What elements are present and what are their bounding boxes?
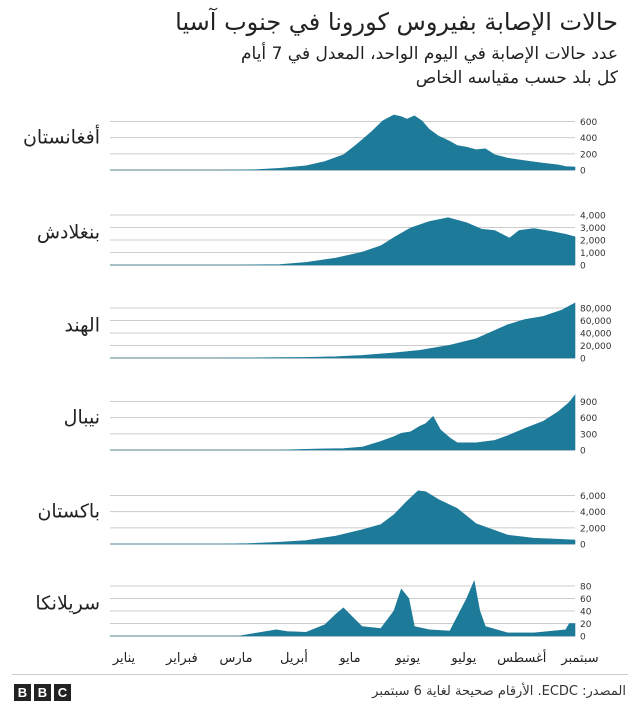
footer-divider xyxy=(12,674,628,675)
x-tick-label: يونيو xyxy=(395,651,421,666)
y-tick-label: 6,000 xyxy=(580,492,606,502)
country-label: سريلانكا xyxy=(35,593,100,615)
x-tick-label: يناير xyxy=(112,651,136,666)
chart-subtitle-line2: كل بلد حسب مقياسه الخاص xyxy=(415,68,618,88)
country-label: بنغلادش xyxy=(37,222,100,244)
y-tick-label: 0 xyxy=(580,262,586,272)
y-tick-label: 400 xyxy=(580,134,597,144)
country-label: الهند xyxy=(64,315,100,337)
y-tick-label: 80,000 xyxy=(580,305,612,315)
chart-titles: حالات الإصابة بفيروس كورونا في جنوب آسيا… xyxy=(18,0,618,90)
area-series-1 xyxy=(110,114,576,171)
y-tick-label: 20,000 xyxy=(580,342,612,352)
y-tick-label: 300 xyxy=(580,430,597,440)
chart-title: حالات الإصابة بفيروس كورونا في جنوب آسيا xyxy=(175,8,618,36)
y-tick-label: 60 xyxy=(580,595,592,605)
y-tick-label: 0 xyxy=(580,633,586,643)
y-tick-label: 0 xyxy=(580,541,586,551)
y-tick-label: 600 xyxy=(580,414,597,424)
small-multiples-chart: 0200400600أفغانستان01,0002,0003,0004,000… xyxy=(23,114,612,666)
area-series-4 xyxy=(110,394,576,451)
y-tick-label: 3,000 xyxy=(580,224,606,234)
y-tick-label: 2,000 xyxy=(580,524,606,534)
x-tick-label: مايو xyxy=(338,651,360,666)
chart-subtitle-line1: عدد حالات الإصابة في اليوم الواحد، المعد… xyxy=(240,44,618,64)
y-tick-label: 4,000 xyxy=(580,508,606,518)
y-tick-label: 80 xyxy=(580,583,592,593)
x-tick-label: مارس xyxy=(220,651,253,666)
y-tick-label: 900 xyxy=(580,398,597,408)
country-label: نيبال xyxy=(64,407,100,429)
footer: B B C المصدر: ECDC. الأرقام صحيحة لغاية … xyxy=(0,672,640,704)
country-label: باكستان xyxy=(37,501,100,523)
y-tick-label: 200 xyxy=(580,150,597,160)
x-tick-label: أغسطس xyxy=(497,649,546,666)
bbc-logo-letter-b2: B xyxy=(34,684,51,701)
x-tick-label: سبتمبر xyxy=(560,651,598,666)
area-series-2 xyxy=(110,217,576,266)
y-tick-label: 0 xyxy=(580,355,586,365)
area-series-5 xyxy=(110,490,576,545)
y-tick-label: 2,000 xyxy=(580,237,606,247)
y-tick-label: 20 xyxy=(580,620,592,630)
x-tick-label: أبريل xyxy=(280,649,308,666)
bbc-logo-letter-c: C xyxy=(54,684,71,701)
y-tick-label: 40,000 xyxy=(580,330,612,340)
y-tick-label: 0 xyxy=(580,167,586,177)
area-series-6 xyxy=(110,579,576,637)
x-tick-label: فبراير xyxy=(165,651,198,666)
y-tick-label: 1,000 xyxy=(580,249,606,259)
source-note: المصدر: ECDC. الأرقام صحيحة لغاية 6 سبتم… xyxy=(372,684,626,699)
y-tick-label: 4,000 xyxy=(580,212,606,222)
country-label: أفغانستان xyxy=(23,125,100,149)
area-series-3 xyxy=(110,302,576,359)
y-tick-label: 600 xyxy=(580,118,597,128)
y-tick-label: 0 xyxy=(580,447,586,457)
bbc-logo: B B C xyxy=(14,684,71,701)
y-tick-label: 40 xyxy=(580,608,592,618)
y-tick-label: 60,000 xyxy=(580,317,612,327)
x-tick-label: يوليو xyxy=(450,651,476,666)
bbc-logo-letter-b1: B xyxy=(14,684,31,701)
